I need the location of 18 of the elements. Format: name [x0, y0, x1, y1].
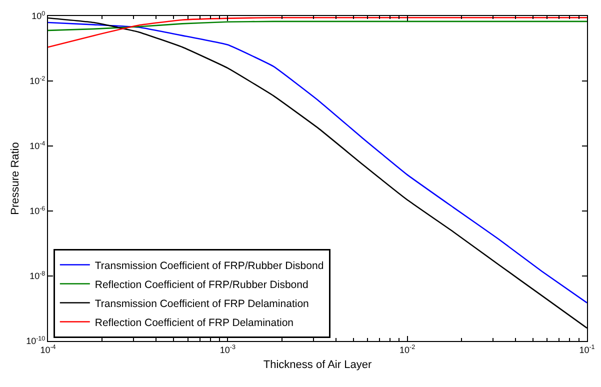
y-tick-label: 10$^{-2}$ [30, 75, 46, 86]
legend-label: Transmission Coefficient of FRP/Rubber Disbond [94, 260, 324, 272]
y-tick-label: 10$^{-10}$ [26, 335, 46, 346]
legend-label: Reflection Coefficient of FRP Delamination [94, 316, 294, 329]
x-tick-label: 10$^{-2}$ [400, 344, 416, 355]
line-series [48, 16, 587, 48]
y-tick-label: 10$^{-6}$ [30, 205, 46, 216]
line-series [48, 20, 587, 32]
legend-label: Reflection Coefficient of FRP/Rubber Disbond [94, 278, 308, 291]
legend-label: Transmission Coefficient of FRP Delamination [94, 298, 310, 310]
x-tick-label: 10$^{-3}$ [220, 344, 236, 355]
x-tick-label: 10$^{-1}$ [579, 344, 596, 355]
y-axis-title: Pressure Ratio [10, 142, 22, 215]
y-tick-label: 10$^{0}$ [32, 10, 46, 22]
x-axis-title: Thickness of Air Layer [263, 359, 372, 371]
y-tick-label: 10$^{-8}$ [30, 270, 46, 282]
y-tick-label: 10$^{-4}$ [30, 140, 46, 152]
x-tick-label: 10$^{-4}$ [40, 344, 56, 355]
